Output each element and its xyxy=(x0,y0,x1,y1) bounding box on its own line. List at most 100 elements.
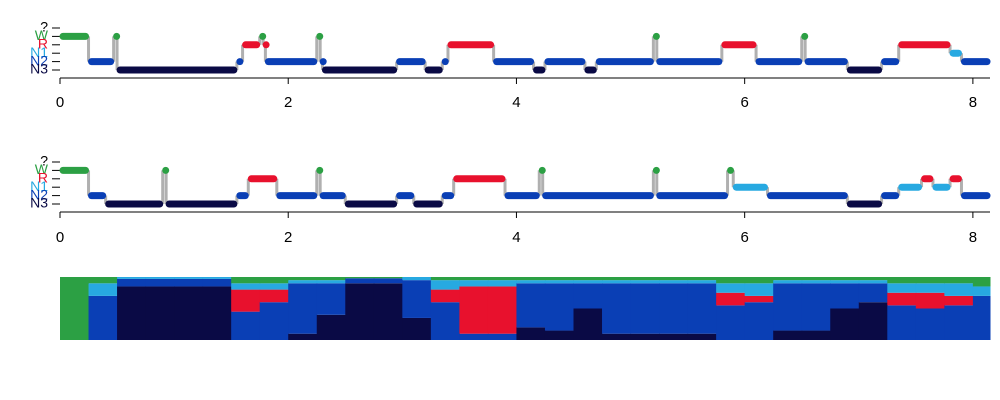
y-tick-label: ? xyxy=(40,19,48,35)
probability-bar xyxy=(915,283,945,293)
probability-bar xyxy=(944,277,974,284)
probability-bar xyxy=(231,277,261,284)
probability-bar xyxy=(944,295,974,306)
probability-bar xyxy=(602,280,632,284)
probability-bar xyxy=(887,283,917,293)
probability-bar xyxy=(972,286,991,296)
probability-bar xyxy=(801,283,831,331)
probability-bar xyxy=(459,333,489,340)
probability-bar xyxy=(430,280,460,290)
x-tick-label: 2 xyxy=(284,94,292,111)
probability-bar xyxy=(259,283,289,290)
probability-bar xyxy=(915,277,945,284)
probability-bar xyxy=(744,302,774,340)
probability-bar xyxy=(801,277,831,281)
probability-bar xyxy=(288,283,318,334)
probability-bar xyxy=(88,283,118,296)
probability-bar xyxy=(744,277,774,284)
y-tick-label: N1 xyxy=(30,44,48,60)
probability-bar xyxy=(174,277,204,279)
probability-bar xyxy=(174,278,204,287)
probability-bar xyxy=(60,277,90,340)
probability-bar xyxy=(117,278,147,287)
probability-bar xyxy=(716,292,746,306)
probability-bar xyxy=(630,277,660,281)
y-tick-label: R xyxy=(38,170,48,186)
probability-bar xyxy=(516,280,546,284)
probability-bar xyxy=(630,280,660,284)
probability-bar xyxy=(430,277,460,281)
probability-bar xyxy=(202,278,232,287)
probability-bar xyxy=(830,283,860,309)
x-tick-label: 6 xyxy=(740,229,748,246)
x-tick-label: 4 xyxy=(512,94,520,111)
y-tick-label: N3 xyxy=(30,195,48,211)
probability-bar xyxy=(659,283,689,334)
probability-bar xyxy=(573,280,603,284)
x-tick-label: 2 xyxy=(284,229,292,246)
probability-bar xyxy=(687,283,717,334)
probability-bar xyxy=(544,280,574,284)
probability-bar xyxy=(487,286,517,334)
probability-bar xyxy=(944,283,974,296)
probability-bar xyxy=(944,305,974,340)
probability-bar xyxy=(858,283,888,303)
probability-bar xyxy=(373,283,403,340)
probability-bar xyxy=(345,278,375,284)
probability-bar xyxy=(773,277,803,281)
probability-bar xyxy=(288,277,318,281)
probability-bar xyxy=(659,280,689,284)
y-tick-label: N1 xyxy=(30,178,48,194)
probability-bar xyxy=(830,280,860,284)
probability-bar xyxy=(544,283,574,331)
probability-bar xyxy=(716,283,746,293)
probability-bar xyxy=(259,302,289,340)
probability-bar xyxy=(801,330,831,340)
probability-bar xyxy=(630,333,660,340)
probability-bar xyxy=(915,308,945,340)
probability-bar xyxy=(972,295,991,340)
probability-bar xyxy=(687,277,717,281)
probability-bar xyxy=(117,286,147,340)
probability-bar xyxy=(487,280,517,287)
probability-bar xyxy=(659,333,689,340)
probability-bar xyxy=(573,283,603,309)
probability-bar xyxy=(402,277,432,281)
probability-bar xyxy=(231,289,261,312)
probability-bar xyxy=(88,277,118,284)
probability-bar xyxy=(972,277,991,287)
probability-bar xyxy=(573,308,603,340)
probability-bar xyxy=(259,289,289,303)
x-tick-label: 8 xyxy=(969,229,977,246)
probability-bar xyxy=(602,277,632,281)
probability-bar xyxy=(88,295,118,340)
probability-bar xyxy=(145,286,175,340)
probability-bar xyxy=(316,280,346,284)
probability-bar xyxy=(716,277,746,284)
probability-bar xyxy=(887,277,917,284)
probability-bar xyxy=(117,277,147,279)
probability-bar xyxy=(744,295,774,303)
probability-bar xyxy=(687,333,717,340)
probability-bar xyxy=(687,280,717,284)
probability-bar xyxy=(316,283,346,315)
probability-bar xyxy=(716,305,746,340)
probability-bar xyxy=(459,280,489,287)
probability-bar xyxy=(231,283,261,290)
probability-bar xyxy=(516,283,546,328)
probability-bar xyxy=(801,280,831,284)
probability-bar xyxy=(487,277,517,281)
probability-bar xyxy=(259,277,289,284)
x-tick-label: 0 xyxy=(56,94,64,111)
y-tick-label: N2 xyxy=(30,52,48,68)
probability-bar xyxy=(373,277,403,279)
x-tick-label: 6 xyxy=(740,94,748,111)
probability-bar xyxy=(659,277,689,281)
probability-bar xyxy=(602,283,632,334)
probability-bar xyxy=(459,286,489,334)
probability-bar xyxy=(887,292,917,306)
probability-bar xyxy=(345,283,375,340)
probability-bar xyxy=(516,327,546,340)
probability-bar xyxy=(487,333,517,340)
probability-bar xyxy=(744,283,774,296)
